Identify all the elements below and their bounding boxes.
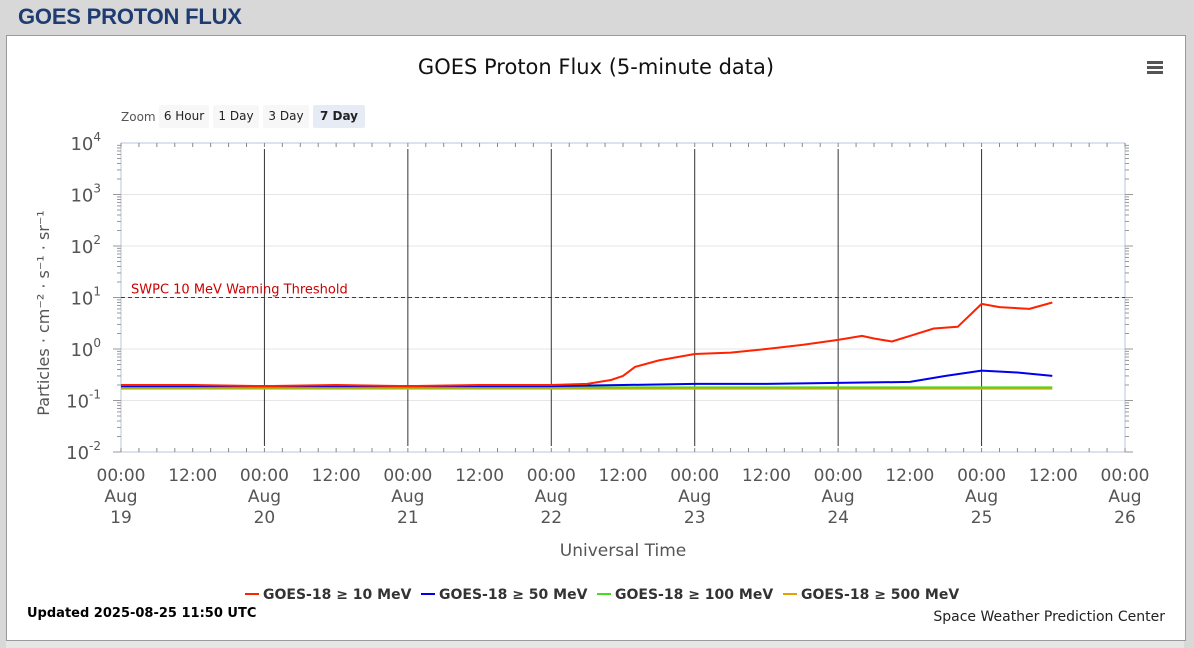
zoom-label: Zoom xyxy=(121,110,156,124)
legend-label: GOES-18 ≥ 100 MeV xyxy=(615,587,773,603)
zoom-button-label: 1 Day xyxy=(218,109,253,123)
updated-timestamp: Updated 2025-08-25 11:50 UTC xyxy=(27,606,256,621)
svg-text:Aug: Aug xyxy=(1108,487,1141,507)
svg-text:00:00: 00:00 xyxy=(957,466,1006,486)
legend-label: GOES-18 ≥ 500 MeV xyxy=(801,587,959,603)
svg-text:Aug: Aug xyxy=(535,487,568,507)
svg-text:00:00: 00:00 xyxy=(670,466,719,486)
y-axis-title: Particles · cm⁻² · s⁻¹ · sr⁻¹ xyxy=(34,210,53,415)
x-tick-label: 12:00 xyxy=(599,466,648,486)
svg-text:23: 23 xyxy=(684,508,706,528)
svg-text:20: 20 xyxy=(254,508,276,528)
legend-item[interactable]: GOES-18 ≥ 10 MeV xyxy=(245,587,412,603)
x-tick-label: 12:00 xyxy=(1029,466,1078,486)
legend-label: GOES-18 ≥ 10 MeV xyxy=(263,587,412,603)
svg-text:12:00: 12:00 xyxy=(599,466,648,486)
svg-text:00:00: 00:00 xyxy=(240,466,289,486)
svg-text:Aug: Aug xyxy=(104,487,137,507)
svg-text:26: 26 xyxy=(1114,508,1136,528)
y-tick-label: 102 xyxy=(70,233,101,258)
svg-text:12:00: 12:00 xyxy=(1029,466,1078,486)
x-tick-label: 12:00 xyxy=(742,466,791,486)
credit-text: Space Weather Prediction Center xyxy=(933,609,1165,625)
zoom-button-7-day[interactable]: 7 Day xyxy=(313,105,365,128)
svg-text:00:00: 00:00 xyxy=(527,466,576,486)
y-tick-label: 101 xyxy=(70,285,101,310)
svg-text:12:00: 12:00 xyxy=(168,466,217,486)
legend-item[interactable]: GOES-18 ≥ 500 MeV xyxy=(783,587,959,603)
chart-title: GOES Proton Flux (5-minute data) xyxy=(418,55,774,79)
svg-text:12:00: 12:00 xyxy=(312,466,361,486)
y-tick-label: 10-1 xyxy=(66,388,101,413)
x-tick-label: 12:00 xyxy=(455,466,504,486)
legend-label: GOES-18 ≥ 50 MeV xyxy=(439,587,588,603)
page-header: GOES PROTON FLUX xyxy=(0,0,1194,34)
series-line-1810-mev xyxy=(121,301,1053,388)
y-tick-label: 10-2 xyxy=(66,439,101,464)
svg-text:19: 19 xyxy=(110,508,132,528)
svg-text:00:00: 00:00 xyxy=(383,466,432,486)
zoom-button-label: 3 Day xyxy=(268,109,303,123)
x-axis-title: Universal Time xyxy=(560,541,686,561)
svg-text:Aug: Aug xyxy=(248,487,281,507)
chart-panel: GOES Proton Flux (5-minute data) Zoom 6 … xyxy=(6,35,1186,641)
legend-item[interactable]: GOES-18 ≥ 100 MeV xyxy=(597,587,773,603)
svg-text:Aug: Aug xyxy=(678,487,711,507)
svg-text:00:00: 00:00 xyxy=(97,466,146,486)
zoom-button-1-day[interactable]: 1 Day xyxy=(213,105,259,128)
svg-text:22: 22 xyxy=(540,508,562,528)
svg-text:Aug: Aug xyxy=(391,487,424,507)
x-tick-label: 12:00 xyxy=(312,466,361,486)
svg-text:25: 25 xyxy=(971,508,993,528)
svg-text:12:00: 12:00 xyxy=(742,466,791,486)
zoom-button-label: 6 Hour xyxy=(164,109,204,123)
page-title: GOES PROTON FLUX xyxy=(18,4,242,29)
svg-text:21: 21 xyxy=(397,508,419,528)
hamburger-menu-icon xyxy=(1147,61,1163,74)
svg-text:12:00: 12:00 xyxy=(455,466,504,486)
bottom-strip xyxy=(6,640,1184,648)
svg-text:24: 24 xyxy=(827,508,849,528)
y-tick-label: 100 xyxy=(70,336,101,361)
svg-text:Aug: Aug xyxy=(822,487,855,507)
svg-text:00:00: 00:00 xyxy=(1101,466,1150,486)
x-tick-label: 12:00 xyxy=(168,466,217,486)
menu-button[interactable] xyxy=(1143,56,1165,78)
zoom-button-3-day[interactable]: 3 Day xyxy=(263,105,309,128)
svg-text:00:00: 00:00 xyxy=(814,466,863,486)
zoom-button-label: 7 Day xyxy=(320,109,358,123)
y-tick-label: 103 xyxy=(70,182,101,207)
x-tick-label: 12:00 xyxy=(885,466,934,486)
proton-flux-chart: GOES Proton Flux (5-minute data) Zoom 6 … xyxy=(27,55,1165,625)
legend-item[interactable]: GOES-18 ≥ 50 MeV xyxy=(421,587,588,603)
y-tick-label: 104 xyxy=(70,130,101,155)
zoom-button-6-hour[interactable]: 6 Hour xyxy=(159,105,209,128)
warning-threshold-label: SWPC 10 MeV Warning Threshold xyxy=(131,283,348,298)
svg-text:Aug: Aug xyxy=(965,487,998,507)
svg-text:12:00: 12:00 xyxy=(885,466,934,486)
